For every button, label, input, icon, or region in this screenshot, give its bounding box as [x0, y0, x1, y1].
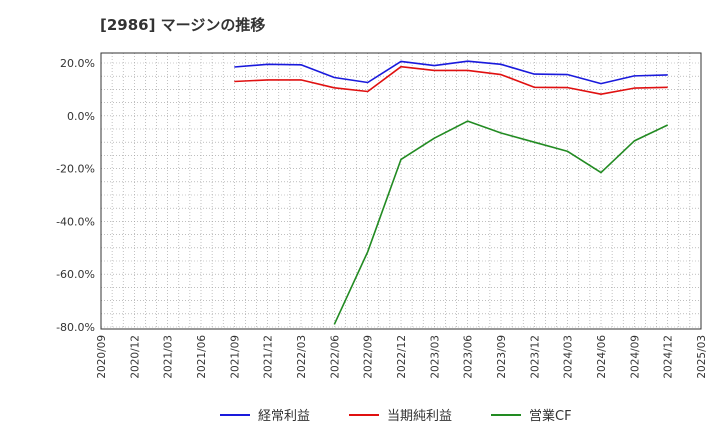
- series-line-3: [333, 120, 669, 325]
- x-tick-label: 2022/12: [396, 335, 408, 379]
- x-tick-label: 2023/12: [529, 335, 541, 379]
- series-line-2: [234, 65, 668, 95]
- x-tick-label: 2024/09: [629, 335, 641, 379]
- legend-label: 経常利益: [258, 409, 310, 424]
- series-layer: [234, 60, 669, 325]
- x-tick-label: 2020/12: [129, 335, 141, 379]
- x-tick-label: 2022/06: [329, 335, 341, 379]
- x-tick-label: 2020/09: [96, 335, 108, 379]
- grid: [101, 53, 701, 329]
- x-tick-label: 2021/09: [229, 335, 241, 379]
- x-tick-label: 2022/03: [296, 335, 308, 379]
- x-tick-label: 2022/09: [363, 335, 375, 379]
- x-tick-label: 2023/09: [496, 335, 508, 379]
- y-tick-label: -80.0%: [56, 321, 95, 334]
- x-axis: 2020/09 2020/12 2021/03 2021/06 2021/09 2021/…: [96, 335, 708, 379]
- x-tick-label: 2021/12: [263, 335, 275, 379]
- legend: 経常利益 当期純利益 営業CF: [220, 408, 572, 424]
- x-tick-label: 2025/03: [696, 335, 708, 379]
- x-tick-label: 2023/03: [429, 335, 441, 379]
- legend-label: 当期純利益: [387, 409, 452, 424]
- x-tick-label: 2024/06: [596, 335, 608, 379]
- y-axis: 20.0% 0.0% -20.0% -40.0% -60.0% -80.0%: [56, 57, 95, 334]
- x-tick-label: 2021/03: [163, 335, 175, 379]
- x-tick-label: 2024/03: [563, 335, 575, 379]
- y-tick-label: 20.0%: [60, 57, 95, 70]
- legend-label: 営業CF: [529, 408, 572, 424]
- chart-title: [2986] マージンの推移: [100, 16, 266, 34]
- y-tick-label: -20.0%: [56, 163, 95, 176]
- y-tick-label: -60.0%: [56, 268, 95, 281]
- series-line-1: [234, 60, 668, 85]
- x-tick-label: 2024/12: [663, 335, 675, 379]
- y-tick-label: 0.0%: [67, 110, 95, 123]
- x-tick-label: 2023/06: [463, 335, 475, 379]
- x-tick-label: 2021/06: [196, 335, 208, 379]
- plot-frame: [100, 52, 702, 330]
- y-tick-label: -40.0%: [56, 215, 95, 228]
